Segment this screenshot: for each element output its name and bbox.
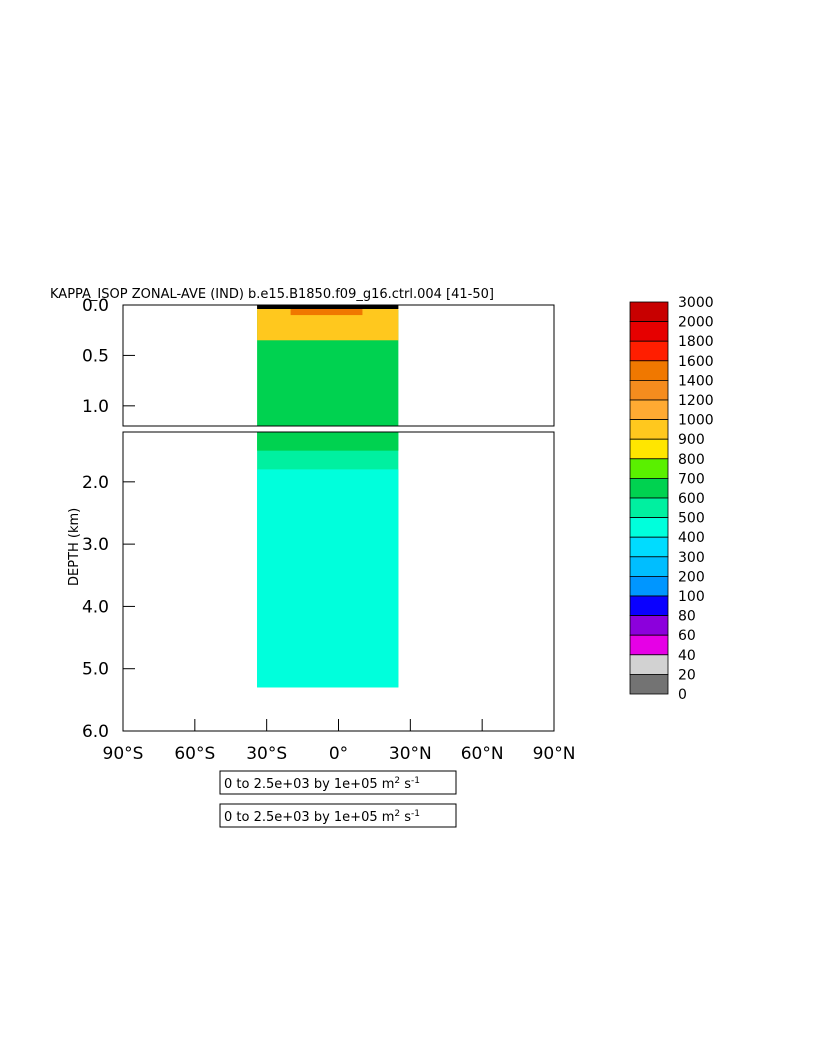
upper-panel-frame: [122, 304, 555, 427]
colorbar-swatch: [629, 321, 669, 342]
colorbar-swatch: [629, 576, 669, 597]
colorbar-label: 80: [678, 609, 696, 625]
colorbar-label: 800: [678, 452, 705, 468]
upper-y-tick-label: 1.0: [82, 397, 109, 417]
lower-y-tick-label: 3.0: [82, 535, 109, 555]
y-axis-label: DEPTH (km): [67, 508, 82, 586]
colorbar-label: 1000: [678, 413, 714, 429]
colorbar-label: 1200: [678, 393, 714, 409]
colorbar-label: 300: [678, 550, 705, 566]
colorbar-swatch: [629, 340, 669, 362]
x-tick-label: 30°N: [389, 744, 432, 764]
lower-y-tick-label: 4.0: [82, 597, 109, 617]
colorbar-label: 3000: [678, 295, 714, 311]
colorbar-label: 60: [678, 628, 696, 644]
colorbar-swatch: [629, 360, 669, 381]
upper-y-ticks: 0.0 0.5 1.0: [82, 296, 135, 417]
colorbar-label: 20: [678, 667, 696, 683]
colorbar-swatch: [629, 674, 669, 695]
x-tick-label: 0°: [329, 744, 348, 764]
x-tick-label: 90°S: [103, 744, 144, 764]
range-box-frame: [219, 770, 457, 795]
field-region-500-l: [257, 469, 399, 688]
field-region-700-l: [257, 432, 399, 451]
colorbar-swatch: [629, 595, 669, 617]
colorbar-label: 600: [678, 491, 705, 507]
colorbar-swatch: [629, 517, 669, 538]
colorbar-swatch: [629, 654, 669, 675]
lower-y-ticks: 2.0 3.0 4.0 5.0 6.0: [82, 473, 135, 742]
colorbar-label: 1600: [678, 354, 714, 370]
range-box-text: 0 to 2.5e+03 by 1e+05 m2 s-1: [224, 809, 420, 825]
colorbar-swatch: [629, 615, 669, 636]
colorbar-label: 700: [678, 471, 705, 487]
colorbar-swatch: [629, 419, 669, 440]
colorbar: 3000200018001600140012001000900800700600…: [629, 295, 714, 703]
colorbar-swatch: [629, 458, 669, 479]
lower-panel: 2.03.04.05.06.0 90°S 60°S 30°S 0° 30°N 60°N 90…: [82, 431, 576, 764]
x-tick-label: 30°S: [246, 744, 287, 764]
chart-title: KAPPA_ISOP ZONAL-AVE (IND) b.e15.B1850.f…: [50, 287, 494, 302]
lower-y-tick-label: 2.0: [82, 473, 109, 493]
colorbar-label: 0: [678, 687, 687, 703]
range-box-text: 0 to 2.5e+03 by 1e+05 m2 s-1: [224, 776, 420, 792]
colorbar-swatch: [629, 634, 669, 656]
colorbar-label: 900: [678, 432, 705, 448]
upper-panel: 0.0 0.5 1.0: [82, 296, 555, 427]
x-ticks: 90°S 60°S 30°S 0° 30°N 60°N 90°N: [103, 719, 576, 764]
colorbar-label: 400: [678, 530, 705, 546]
colorbar-label: 500: [678, 511, 705, 527]
upper-field: [257, 305, 399, 426]
colorbar-label: 100: [678, 589, 705, 605]
field-region-1600-u: [290, 305, 363, 316]
lower-y-tick-label: 5.0: [82, 660, 109, 680]
colorbar-label: 2000: [678, 315, 714, 331]
colorbar-swatch: [629, 556, 669, 577]
colorbar-swatch: [629, 379, 669, 401]
surface-contour-band: [257, 305, 399, 309]
x-tick-label: 60°N: [461, 744, 504, 764]
lower-y-tick-label: 6.0: [82, 722, 109, 742]
colorbar-swatch: [629, 438, 669, 460]
range-boxes: 0 to 2.5e+03 by 1e+05 m2 s-1 0 to 2.5e+03…: [219, 770, 457, 828]
upper-y-tick-label: 0.0: [82, 296, 109, 316]
colorbar-label: 40: [678, 648, 696, 664]
colorbar-label: 1400: [678, 373, 714, 389]
x-tick-label: 60°S: [174, 744, 215, 764]
colorbar-swatch: [629, 477, 669, 499]
colorbar-swatch: [629, 301, 669, 323]
upper-y-tick-label: 0.5: [82, 346, 109, 366]
colorbar-swatch: [629, 536, 669, 558]
lower-field: [257, 432, 399, 688]
colorbar-swatch: [629, 399, 669, 421]
range-box-frame: [219, 803, 457, 828]
colorbar-swatch: [629, 497, 669, 519]
colorbar-label: 200: [678, 569, 705, 585]
x-tick-label: 90°N: [533, 744, 576, 764]
colorbar-label: 1800: [678, 334, 714, 350]
